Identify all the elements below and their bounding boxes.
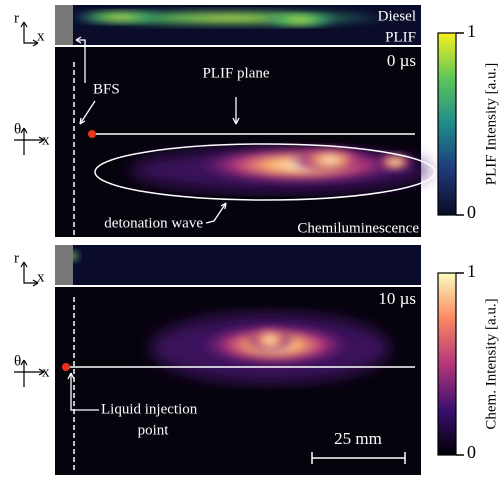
plif-label: PLIF <box>385 29 416 45</box>
colorbar: 1 0 PLIF Intensity [a.u.] <box>437 21 499 222</box>
colorbar: 1 0 Chem. Intensity [a.u.] <box>437 261 499 462</box>
colorbar-max: 1 <box>467 21 476 41</box>
colorbar-max: 1 <box>467 261 476 281</box>
plif-image-bottom <box>55 245 421 285</box>
scale-label: 25 mm <box>334 429 382 448</box>
time-label: 10 µs <box>378 289 416 308</box>
axis-icons <box>14 21 45 387</box>
colorbar-label: PLIF Intensity [a.u.] <box>483 63 499 185</box>
time-label: 0 µs <box>387 51 416 70</box>
axis-label: r <box>14 10 19 26</box>
plif-image-top <box>55 5 421 45</box>
plif-plane-label: PLIF plane <box>202 65 269 81</box>
axis-labels: r x θ x r x θ x <box>14 10 50 380</box>
chem-label: Chemiluminescence <box>297 220 419 236</box>
bfs-label: BFS <box>93 81 120 97</box>
chem-image-bottom <box>55 287 421 475</box>
axis-label: r <box>14 250 19 266</box>
axis-label: θ <box>14 121 21 137</box>
arrows <box>67 36 240 411</box>
colorbar-label: Chem. Intensity [a.u.] <box>483 298 499 429</box>
chem-image-top <box>55 47 436 237</box>
injection-label: Liquid injection <box>101 401 198 417</box>
axis-label: x <box>37 269 45 285</box>
axis-label: x <box>42 132 50 148</box>
axis-label: x <box>37 28 45 44</box>
wave-label: detonation wave <box>104 215 203 231</box>
colorbar-min: 0 <box>467 442 476 462</box>
axis-label: x <box>42 364 50 380</box>
axis-label: θ <box>14 353 21 369</box>
plif-label: Diesel <box>378 8 416 24</box>
injection-label: point <box>138 422 170 438</box>
colorbar-min: 0 <box>467 202 476 222</box>
